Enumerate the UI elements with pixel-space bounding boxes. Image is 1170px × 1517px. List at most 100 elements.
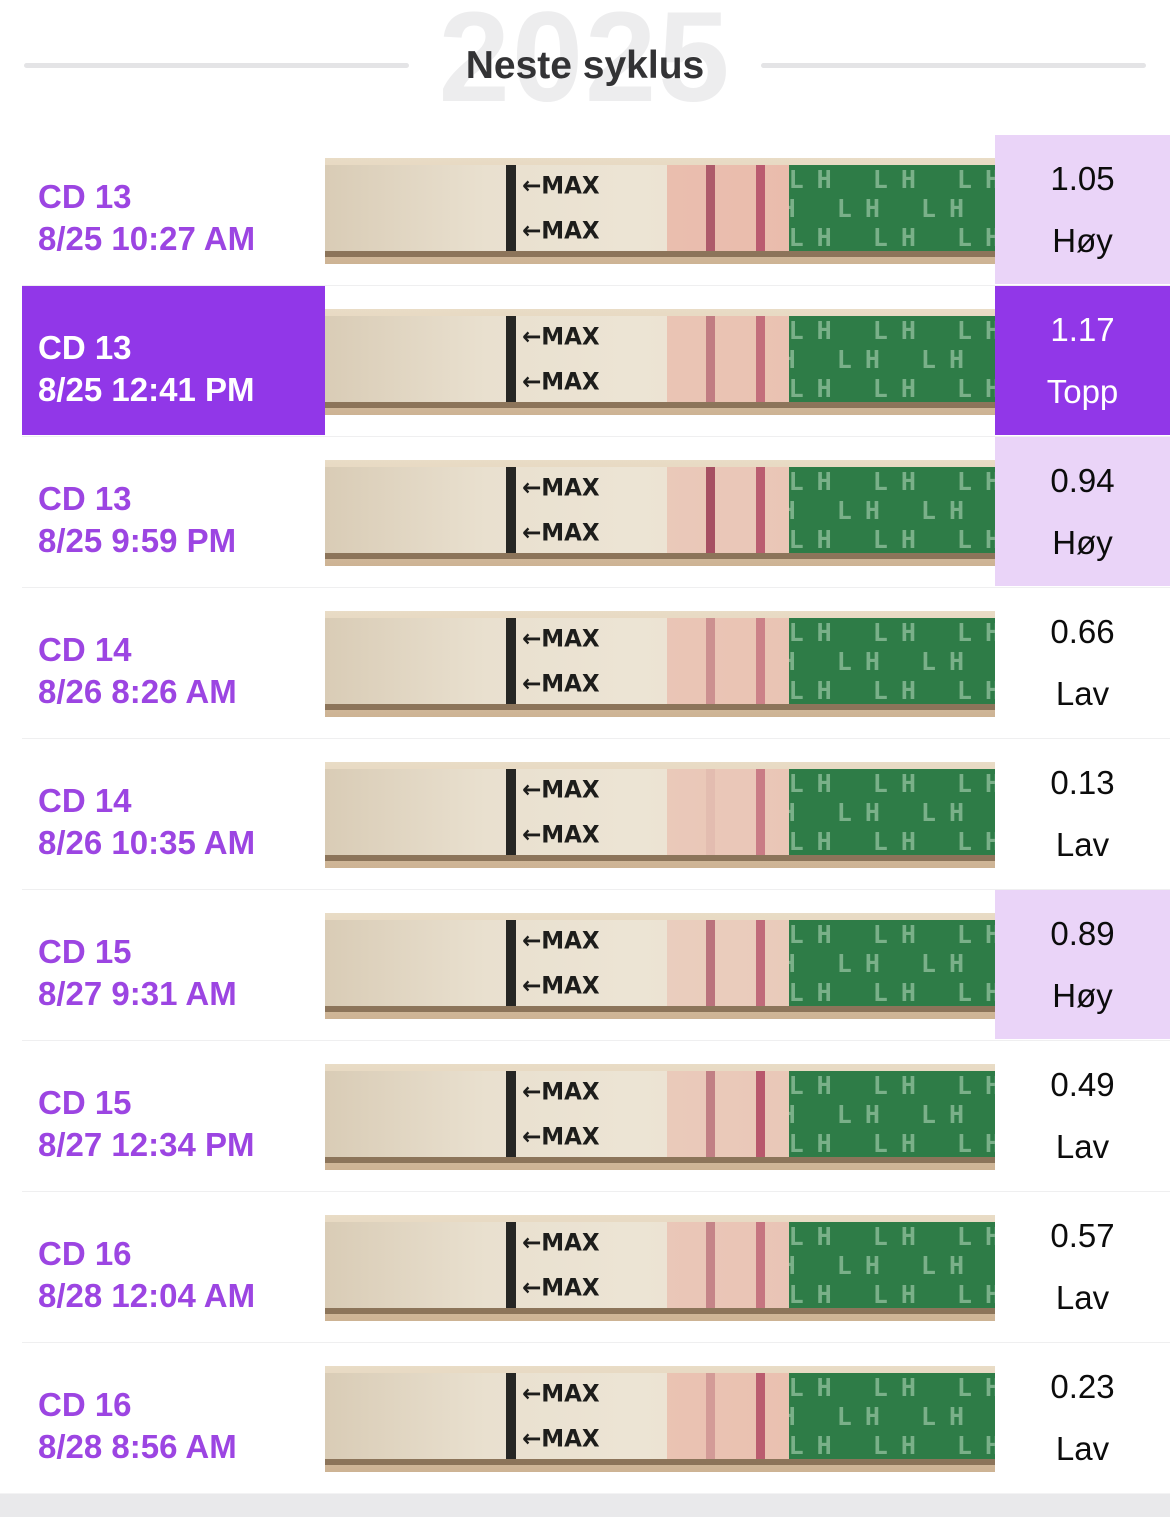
result-badge: 1.05 Høy [995, 135, 1170, 284]
test-window [666, 165, 789, 251]
max-arrow-label: ←MAX [521, 1273, 600, 1302]
cycle-day-label: CD 15 [38, 1083, 132, 1121]
lh-text: LH LH LH LH LH LH LH LH LH [788, 618, 995, 647]
test-window [666, 769, 789, 855]
max-arrow-label: ←MAX [521, 971, 600, 1000]
test-line [706, 769, 715, 855]
result-value: 1.17 [1050, 310, 1115, 348]
test-strip: ←MAX ←MAX LH LH LH LH LH LH LH LH LH LH … [325, 920, 995, 1012]
result-value: 1.05 [1050, 159, 1115, 197]
cycle-day-label: CD 16 [38, 1234, 132, 1272]
lh-text: LH LH LH LH LH LH LH LH LH [789, 1402, 995, 1431]
max-arrow-labels: ←MAX ←MAX [522, 465, 609, 555]
lh-text: LH LH LH LH LH LH LH LH LH [788, 1280, 995, 1308]
max-arrow-label: ←MAX [521, 624, 600, 653]
max-arrow-labels: ←MAX ←MAX [522, 616, 609, 706]
control-line [755, 1222, 765, 1308]
test-entry-row[interactable]: CD 16 8/28 8:56 AM ←MAX ←MAX LH LH LH LH… [0, 1343, 1170, 1494]
cycle-day-label: CD 14 [38, 781, 132, 819]
lh-handle-pattern: LH LH LH LH LH LH LH LH LH LH LH LH LH L… [788, 165, 995, 251]
max-marker-line [505, 1222, 516, 1308]
max-arrow-labels: ←MAX ←MAX [522, 1069, 609, 1159]
test-entry-row[interactable]: CD 14 8/26 8:26 AM ←MAX ←MAX LH LH LH LH… [0, 588, 1170, 739]
test-entry-row[interactable]: CD 13 8/25 10:27 AM ←MAX ←MAX LH LH LH L… [0, 135, 1170, 286]
entry-datetime-label: 8/26 10:35 AM [38, 823, 256, 861]
max-arrow-label: ←MAX [521, 1379, 600, 1408]
test-strip-photo: ←MAX ←MAX LH LH LH LH LH LH LH LH LH LH … [325, 913, 995, 1019]
test-entry-row[interactable]: CD 15 8/27 9:31 AM ←MAX ←MAX LH LH LH LH… [0, 890, 1170, 1041]
entry-datetime-label: 8/28 12:04 AM [38, 1276, 256, 1314]
result-value: 0.23 [1050, 1367, 1115, 1405]
lh-text: LH LH LH LH LH LH LH LH LH [788, 1431, 995, 1459]
max-arrow-label: ←MAX [521, 1077, 600, 1106]
test-line [706, 1222, 715, 1308]
lh-handle-pattern: LH LH LH LH LH LH LH LH LH LH LH LH LH L… [788, 920, 995, 1006]
test-entry-row[interactable]: CD 13 8/25 12:41 PM ←MAX ←MAX LH LH LH L… [0, 286, 1170, 437]
lh-handle-pattern: LH LH LH LH LH LH LH LH LH LH LH LH LH L… [788, 1373, 995, 1459]
lh-text: LH LH LH LH LH LH LH LH LH [789, 647, 995, 676]
title-divider-right [761, 63, 1146, 68]
lh-text: LH LH LH LH LH LH LH LH LH [788, 920, 995, 949]
result-badge: 0.49 Lav [995, 1041, 1170, 1190]
control-line [755, 920, 765, 1006]
result-status: Høy [1052, 221, 1113, 259]
max-marker-line [505, 618, 516, 704]
cycle-day-label: CD 13 [38, 328, 132, 366]
entry-datetime-label: 8/27 12:34 PM [38, 1125, 255, 1163]
lh-text: LH LH LH LH LH LH LH LH LH [789, 345, 995, 374]
result-status: Lav [1055, 1278, 1110, 1316]
result-badge: 0.23 Lav [995, 1343, 1170, 1492]
entry-datetime-label: 8/28 8:56 AM [38, 1427, 237, 1465]
lh-text: LH LH LH LH LH LH LH LH LH [789, 496, 995, 525]
test-window [666, 316, 789, 402]
lh-text: LH LH LH LH LH LH LH LH LH [789, 1100, 995, 1129]
result-value: 0.89 [1050, 914, 1115, 952]
test-entry-row[interactable]: CD 16 8/28 12:04 AM ←MAX ←MAX LH LH LH L… [0, 1192, 1170, 1343]
test-line [706, 467, 715, 553]
result-status: Lav [1055, 1429, 1110, 1467]
result-value: 0.13 [1050, 763, 1115, 801]
test-strip: ←MAX ←MAX LH LH LH LH LH LH LH LH LH LH … [325, 165, 995, 257]
lh-text: LH LH LH LH LH LH LH LH LH [788, 676, 995, 704]
entry-date-block: CD 15 8/27 9:31 AM [22, 890, 325, 1039]
max-arrow-label: ←MAX [521, 473, 600, 502]
result-value: 0.49 [1050, 1065, 1115, 1103]
max-arrow-labels: ←MAX ←MAX [522, 1371, 609, 1461]
max-arrow-label: ←MAX [521, 926, 600, 955]
result-badge: 1.17 Topp [995, 286, 1170, 435]
max-arrow-label: ←MAX [521, 1228, 600, 1257]
lh-handle-pattern: LH LH LH LH LH LH LH LH LH LH LH LH LH L… [788, 1222, 995, 1308]
test-entry-row[interactable]: CD 15 8/27 12:34 PM ←MAX ←MAX LH LH LH L… [0, 1041, 1170, 1192]
cycle-day-label: CD 16 [38, 1385, 132, 1423]
result-badge: 0.57 Lav [995, 1192, 1170, 1341]
lh-text: LH LH LH LH LH LH LH LH LH [789, 194, 995, 223]
entry-date-block: CD 13 8/25 12:41 PM [22, 286, 325, 435]
test-window [666, 1222, 789, 1308]
test-strip-photo: ←MAX ←MAX LH LH LH LH LH LH LH LH LH LH … [325, 158, 995, 264]
test-entry-row[interactable]: CD 13 8/25 9:59 PM ←MAX ←MAX LH LH LH LH… [0, 437, 1170, 588]
lh-text: LH LH LH LH LH LH LH LH LH [788, 374, 995, 402]
lh-text: LH LH LH LH LH LH LH LH LH [788, 978, 995, 1006]
result-badge: 0.94 Høy [995, 437, 1170, 586]
test-strip: ←MAX ←MAX LH LH LH LH LH LH LH LH LH LH … [325, 769, 995, 861]
max-marker-line [505, 316, 516, 402]
lh-text: LH LH LH LH LH LH LH LH LH [788, 467, 995, 496]
lh-text: LH LH LH LH LH LH LH LH LH [789, 949, 995, 978]
entry-date-block: CD 14 8/26 10:35 AM [22, 739, 325, 888]
test-strip: ←MAX ←MAX LH LH LH LH LH LH LH LH LH LH … [325, 1222, 995, 1314]
test-strip: ←MAX ←MAX LH LH LH LH LH LH LH LH LH LH … [325, 1371, 995, 1465]
test-entry-row[interactable]: CD 14 8/26 10:35 AM ←MAX ←MAX LH LH LH L… [0, 739, 1170, 890]
lh-text: LH LH LH LH LH LH LH LH LH [788, 316, 995, 345]
test-log-list: CD 13 8/25 10:27 AM ←MAX ←MAX LH LH LH L… [0, 135, 1170, 1494]
test-line [706, 920, 715, 1006]
test-window [666, 467, 789, 553]
max-arrow-label: ←MAX [521, 367, 600, 396]
test-strip: ←MAX ←MAX LH LH LH LH LH LH LH LH LH LH … [325, 1069, 995, 1163]
result-status: Lav [1055, 674, 1110, 712]
lh-text: LH LH LH LH LH LH LH LH LH [788, 1071, 995, 1100]
entry-date-block: CD 16 8/28 12:04 AM [22, 1192, 325, 1341]
max-marker-line [505, 467, 516, 553]
control-line [755, 1373, 765, 1459]
lh-handle-pattern: LH LH LH LH LH LH LH LH LH LH LH LH LH L… [788, 1071, 995, 1157]
test-line [706, 316, 715, 402]
